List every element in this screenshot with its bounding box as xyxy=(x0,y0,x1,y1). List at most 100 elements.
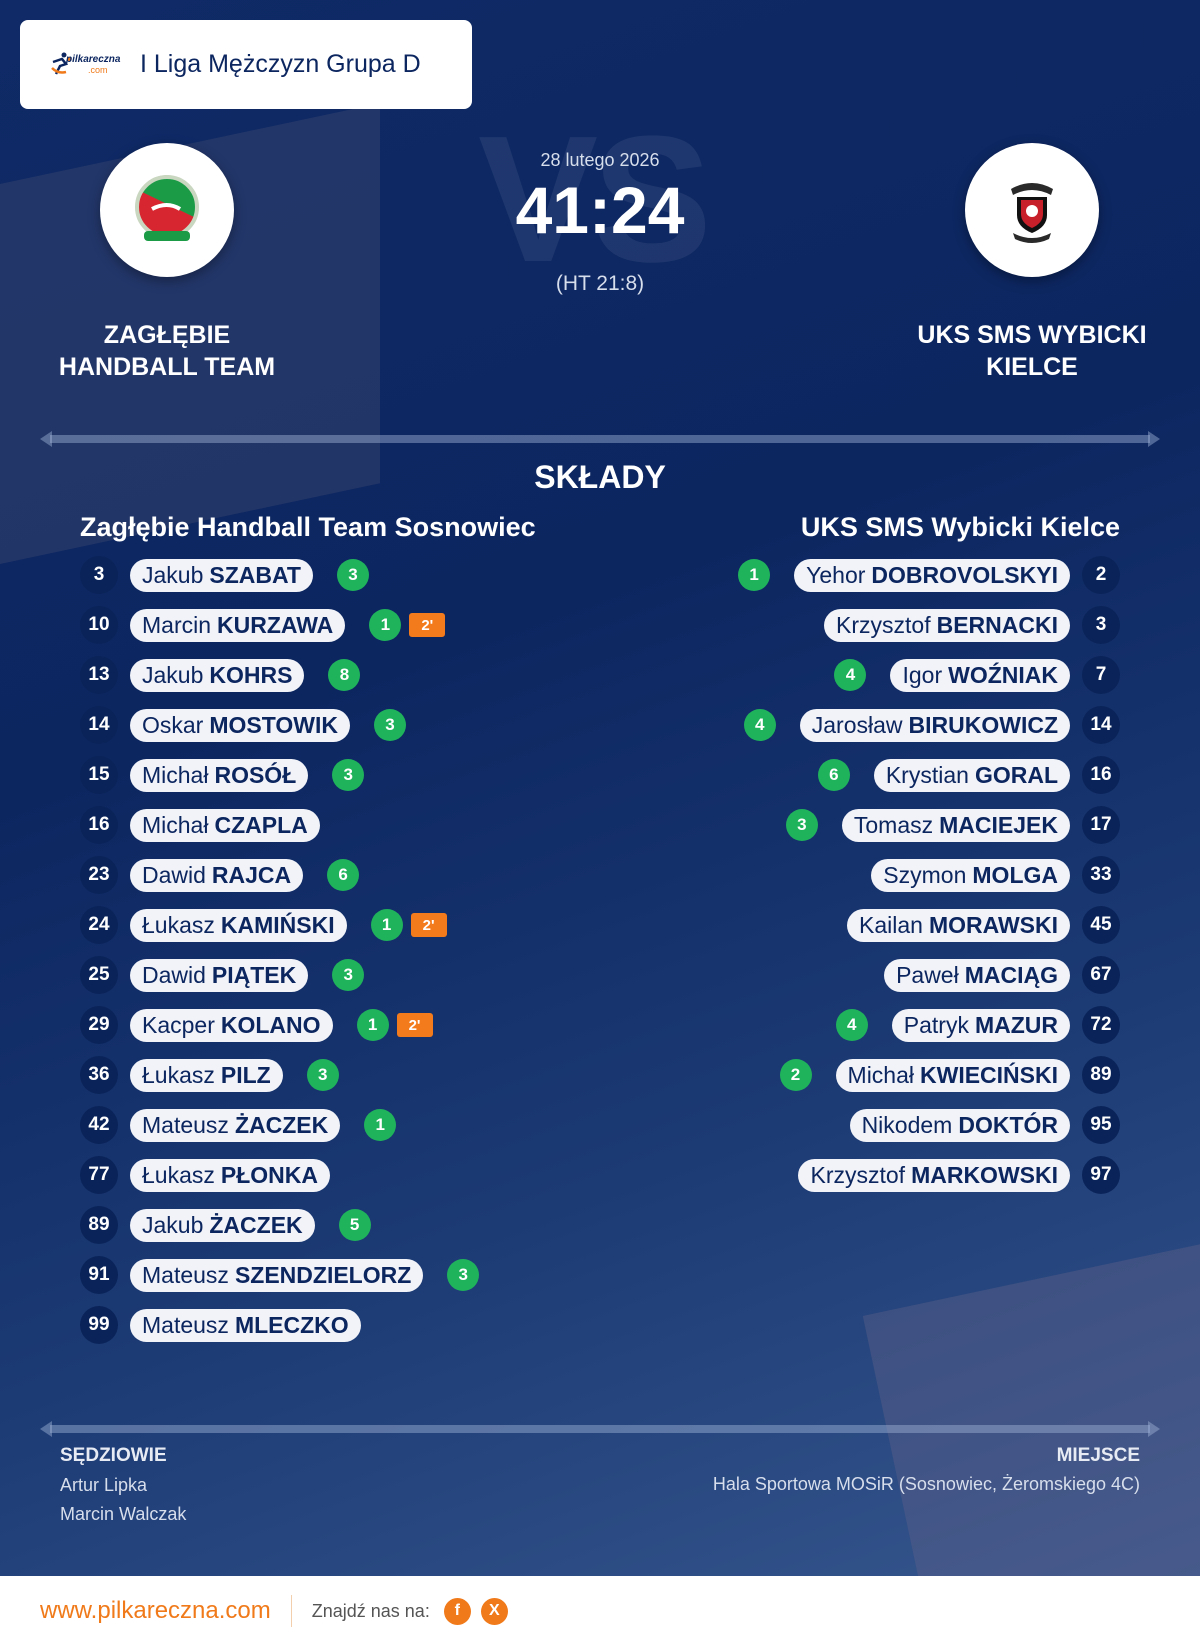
player-name[interactable]: Jakub SZABAT xyxy=(130,558,313,592)
shirt-number: 95 xyxy=(1082,1106,1120,1144)
away-squad-title: UKS SMS Wybicki Kielce xyxy=(800,512,1120,542)
goals-badge: 3 xyxy=(785,809,818,841)
home-team-logo[interactable] xyxy=(100,143,234,277)
goals-badge: 3 xyxy=(332,759,365,791)
handball-player-icon xyxy=(51,52,71,75)
goals-badge: 1 xyxy=(738,559,771,591)
goals-badge: 3 xyxy=(336,559,369,591)
shirt-number: 99 xyxy=(80,1306,118,1344)
player-name[interactable]: Jakub KOHRS xyxy=(130,658,305,692)
right-player-row[interactable]: 45 Kailan MORAWSKI xyxy=(847,905,1120,945)
player-name[interactable]: Yehor DOBROVOLSKYI xyxy=(794,558,1070,592)
left-player-row[interactable]: 99 Mateusz MLECZKO xyxy=(80,1305,361,1345)
league-header: pilkareczna .com I Liga Mężczyzn Grupa D xyxy=(20,20,472,109)
shirt-number: 2 xyxy=(1082,556,1120,594)
left-player-row[interactable]: 25 Dawid PIĄTEK 3 xyxy=(80,955,365,995)
x-icon[interactable]: X xyxy=(480,1597,508,1625)
left-player-row[interactable]: 24 Łukasz KAMIŃSKI 1 2' xyxy=(80,905,447,945)
shirt-number: 97 xyxy=(1082,1156,1120,1194)
player-name[interactable]: Michał KWIECIŃSKI xyxy=(835,1058,1070,1092)
left-player-row[interactable]: 29 Kacper KOLANO 1 2' xyxy=(80,1005,433,1045)
suspension-badge: 2' xyxy=(409,613,446,637)
player-name[interactable]: Michał CZAPLA xyxy=(130,808,320,842)
right-player-row[interactable]: 17 Tomasz MACIEJEK 3 xyxy=(785,805,1120,845)
player-name[interactable]: Nikodem DOKTÓR xyxy=(849,1108,1070,1142)
vs-watermark: VS xyxy=(478,99,712,300)
goals-badge: 1 xyxy=(364,1109,397,1141)
left-player-row[interactable]: 16 Michał CZAPLA xyxy=(80,805,320,845)
facebook-icon[interactable]: f xyxy=(443,1597,471,1625)
player-name[interactable]: Szymon MOLGA xyxy=(871,858,1070,892)
goals-badge: 2 xyxy=(779,1059,812,1091)
goals-badge: 6 xyxy=(327,859,360,891)
left-player-row[interactable]: 14 Oskar MOSTOWIK 3 xyxy=(80,705,406,745)
shirt-number: 36 xyxy=(80,1056,118,1094)
left-player-row[interactable]: 91 Mateusz SZENDZIELORZ 3 xyxy=(80,1255,480,1295)
site-link[interactable]: www.pilkareczna.com xyxy=(40,1597,271,1624)
shirt-number: 45 xyxy=(1082,906,1120,944)
shirt-number: 42 xyxy=(80,1106,118,1144)
right-player-row[interactable]: 67 Paweł MACIĄG xyxy=(884,955,1120,995)
right-player-row[interactable]: 97 Krzysztof MARKOWSKI xyxy=(798,1155,1120,1195)
right-player-row[interactable]: 3 Krzysztof BERNACKI xyxy=(824,605,1120,645)
left-player-row[interactable]: 13 Jakub KOHRS 8 xyxy=(80,655,361,695)
footer-separator xyxy=(290,1595,292,1627)
find-us-label: Znajdź nas na: xyxy=(311,1600,430,1621)
pilkareczna-logo[interactable]: pilkareczna .com xyxy=(48,50,120,80)
left-player-row[interactable]: 42 Mateusz ŻACZEK 1 xyxy=(80,1105,397,1145)
player-name[interactable]: Dawid PIĄTEK xyxy=(130,958,309,992)
player-name[interactable]: Patryk MAZUR xyxy=(891,1008,1070,1042)
goals-badge: 8 xyxy=(328,659,361,691)
right-player-row[interactable]: 72 Patryk MAZUR 4 xyxy=(835,1005,1120,1045)
right-player-row[interactable]: 89 Michał KWIECIŃSKI 2 xyxy=(779,1055,1120,1095)
suspension-badge: 2' xyxy=(410,913,447,937)
player-name[interactable]: Łukasz PŁONKA xyxy=(130,1158,330,1192)
right-player-row[interactable]: 95 Nikodem DOKTÓR xyxy=(849,1105,1120,1145)
shirt-number: 67 xyxy=(1082,956,1120,994)
player-name[interactable]: Oskar MOSTOWIK xyxy=(130,708,350,742)
player-name[interactable]: Marcin KURZAWA xyxy=(130,608,346,642)
player-name[interactable]: Igor WOŹNIAK xyxy=(890,658,1070,692)
player-name[interactable]: Kacper KOLANO xyxy=(130,1008,333,1042)
away-team-logo[interactable] xyxy=(965,143,1099,277)
right-player-row[interactable]: 7 Igor WOŹNIAK 4 xyxy=(834,655,1120,695)
player-name[interactable]: Łukasz PILZ xyxy=(130,1058,283,1092)
player-name[interactable]: Krzysztof MARKOWSKI xyxy=(798,1158,1070,1192)
shirt-number: 29 xyxy=(80,1006,118,1044)
shirt-number: 10 xyxy=(80,606,118,644)
goals-badge: 3 xyxy=(306,1059,339,1091)
left-player-row[interactable]: 23 Dawid RAJCA 6 xyxy=(80,855,360,895)
goals-badge: 6 xyxy=(817,759,850,791)
halftime-score: (HT 21:8) xyxy=(555,272,645,295)
right-player-row[interactable]: 2 Yehor DOBROVOLSKYI 1 xyxy=(738,555,1120,595)
left-player-row[interactable]: 15 Michał ROSÓŁ 3 xyxy=(80,755,365,795)
match-date: 28 lutego 2026 xyxy=(540,150,660,170)
player-name[interactable]: Dawid RAJCA xyxy=(130,858,304,892)
footer: www.pilkareczna.com Znajdź nas na: f X xyxy=(0,1576,1200,1646)
player-name[interactable]: Mateusz MLECZKO xyxy=(130,1308,361,1342)
player-name[interactable]: Mateusz ŻACZEK xyxy=(130,1108,341,1142)
left-player-row[interactable]: 89 Jakub ŻACZEK 5 xyxy=(80,1205,371,1245)
goals-badge: 4 xyxy=(835,1009,868,1041)
player-name[interactable]: Jakub ŻACZEK xyxy=(130,1208,315,1242)
player-name[interactable]: Michał ROSÓŁ xyxy=(130,758,309,792)
player-name[interactable]: Kailan MORAWSKI xyxy=(847,908,1070,942)
right-player-row[interactable]: 16 Krystian GORAL 6 xyxy=(817,755,1120,795)
left-player-row[interactable]: 3 Jakub SZABAT 3 xyxy=(80,555,369,595)
left-player-row[interactable]: 10 Marcin KURZAWA 1 2' xyxy=(80,605,446,645)
left-player-row[interactable]: 77 Łukasz PŁONKA xyxy=(80,1155,330,1195)
goals-badge: 1 xyxy=(370,909,403,941)
right-player-row[interactable]: 33 Szymon MOLGA xyxy=(871,855,1120,895)
player-name[interactable]: Krzysztof BERNACKI xyxy=(824,608,1070,642)
home-team-name: ZAGŁĘBIE HANDBALL TEAM xyxy=(58,321,276,381)
goals-badge: 3 xyxy=(332,959,365,991)
player-name[interactable]: Mateusz SZENDZIELORZ xyxy=(130,1258,424,1292)
player-name[interactable]: Paweł MACIĄG xyxy=(884,958,1070,992)
player-name[interactable]: Tomasz MACIEJEK xyxy=(841,808,1070,842)
left-player-row[interactable]: 36 Łukasz PILZ 3 xyxy=(80,1055,339,1095)
player-name[interactable]: Krystian GORAL xyxy=(873,758,1070,792)
right-player-row[interactable]: 14 Jarosław BIRUKOWICZ 4 xyxy=(743,705,1120,745)
shirt-number: 15 xyxy=(80,756,118,794)
player-name[interactable]: Jarosław BIRUKOWICZ xyxy=(799,708,1070,742)
player-name[interactable]: Łukasz KAMIŃSKI xyxy=(130,908,347,942)
